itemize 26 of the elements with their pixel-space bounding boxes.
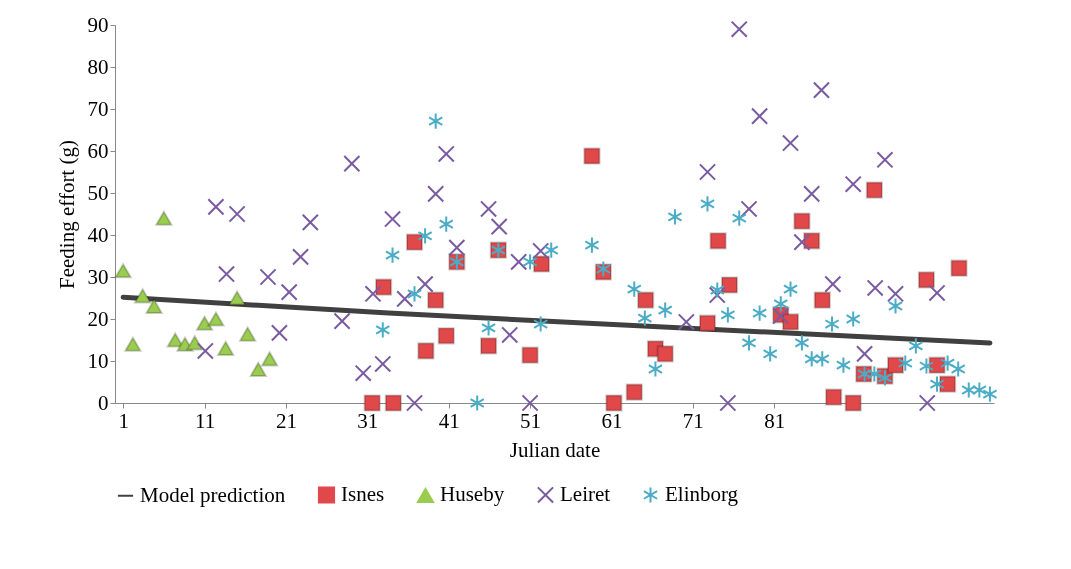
x-tick-label: 21	[275, 408, 297, 433]
y-tick-label: 10	[87, 348, 109, 373]
y-tick-label: 40	[87, 222, 109, 247]
legend-label: Leiret	[560, 481, 611, 506]
y-tick-label: 30	[87, 264, 109, 289]
y-tick-label: 80	[87, 54, 109, 79]
y-axis-title: Feeding effort (g)	[54, 140, 79, 289]
y-tick-label: 0	[98, 390, 109, 415]
x-tick-label: 71	[682, 408, 704, 433]
y-tick-label: 20	[87, 306, 109, 331]
x-tick-label: 51	[520, 408, 542, 433]
legend-label: Model prediction	[140, 482, 286, 507]
x-tick-label: 61	[601, 408, 623, 433]
x-tick-label: 41	[438, 408, 460, 433]
y-tick-label: 70	[87, 96, 109, 121]
x-tick-label: 11	[194, 408, 216, 433]
legend-label: Elinborg	[665, 481, 739, 506]
x-axis-title: Julian date	[509, 437, 601, 462]
y-tick-label: 50	[87, 180, 109, 205]
x-tick-label: 81	[764, 408, 786, 433]
legend-label: Isnes	[341, 481, 385, 506]
legend-label: Huseby	[440, 482, 505, 507]
x-tick-label: 1	[118, 408, 129, 433]
x-tick-label: 31	[357, 408, 379, 433]
y-tick-label: 60	[87, 138, 109, 163]
y-tick-label: 90	[87, 12, 109, 37]
